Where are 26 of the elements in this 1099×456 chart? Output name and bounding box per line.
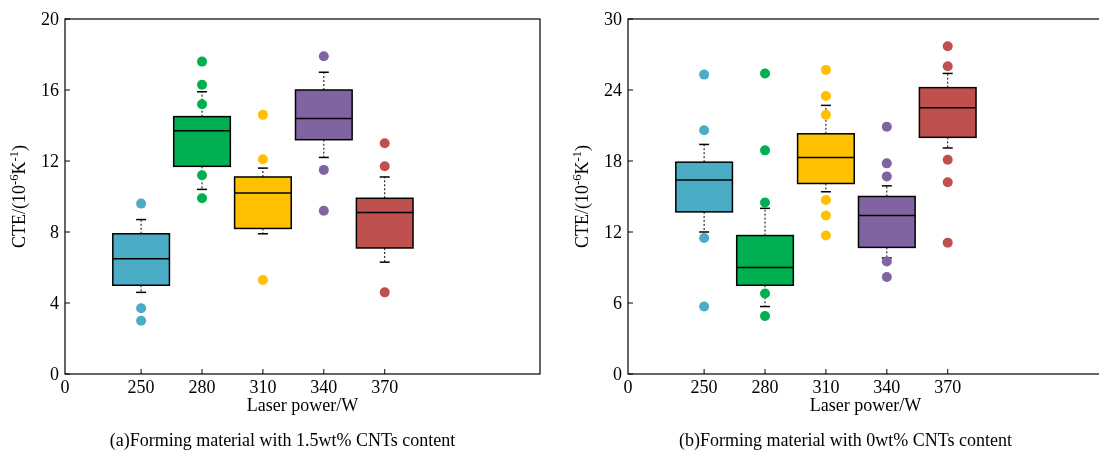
y-tick-label: 0: [50, 364, 59, 384]
y-tick-label: 6: [613, 293, 622, 313]
x-tick-label: 340: [310, 377, 338, 397]
y-tick-label: 8: [50, 222, 59, 242]
x-tick-label: 250: [127, 377, 155, 397]
x-tick-label: 280: [188, 377, 216, 397]
y-tick-label: 18: [604, 151, 622, 171]
y-tick-label: 24: [604, 80, 622, 100]
y-tick-label: 0: [613, 364, 622, 384]
y-tick-label: 4: [50, 293, 59, 313]
x-tick-label: 370: [371, 377, 399, 397]
y-tick-label: 12: [604, 222, 622, 242]
y-tick-label: 16: [41, 80, 59, 100]
y-tick-label: 20: [41, 9, 59, 29]
x-tick-label: 310: [249, 377, 277, 397]
x-tick-label: 310: [812, 377, 840, 397]
x-tick-label: 340: [873, 377, 901, 397]
text: (a)Forming material with 1.5wt% CNTs content: [109, 430, 456, 451]
x-axis-title: Laser power/W: [809, 395, 922, 415]
x-axis-title: Laser power/W: [246, 395, 359, 415]
x-tick-label: 280: [751, 377, 779, 397]
y-tick-label: 30: [604, 9, 622, 29]
x-tick-label: 370: [934, 377, 962, 397]
y-tick-label: 12: [41, 151, 59, 171]
x-tick-label: 250: [690, 377, 718, 397]
text: (b)Forming material with 0wt% CNTs content: [678, 430, 1013, 451]
